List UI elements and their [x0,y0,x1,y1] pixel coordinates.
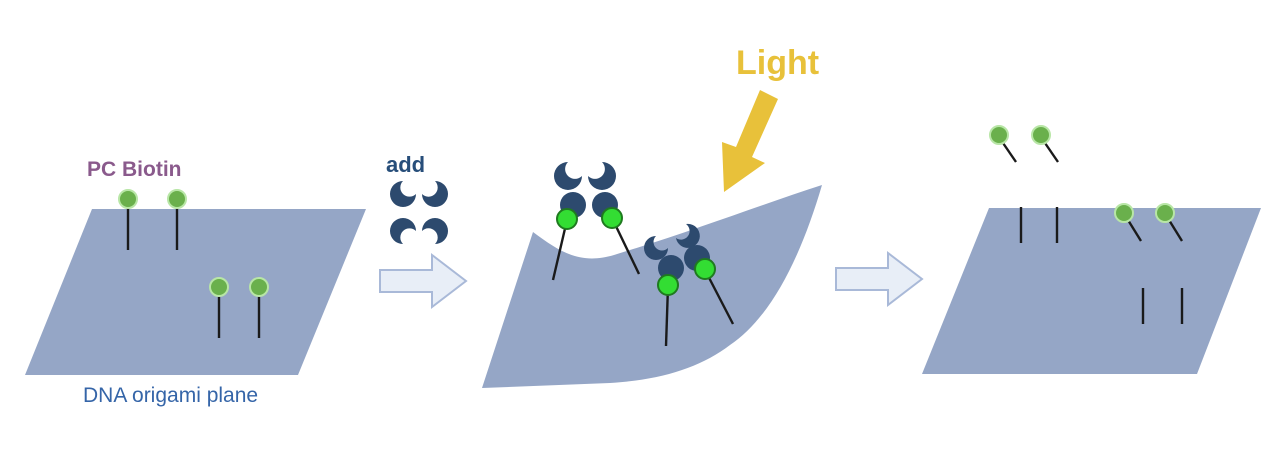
panel-initial: PC Biotin DNA origami plane [25,158,366,407]
light-arrow [722,90,778,192]
released-stem [1044,142,1059,163]
biotin-head-bound [601,207,623,229]
biotin-head [167,189,187,209]
biotin-head [989,125,1009,145]
add-streptavidin-group: add [386,152,448,244]
linker-stem [703,269,735,325]
released-stem [1167,219,1184,242]
process-arrow-1 [379,252,468,310]
biotin-head [1114,203,1134,223]
panel-binding: Light [482,44,822,388]
released-stem [1002,142,1017,163]
add-label: add [386,152,425,177]
streptavidin-subunit [390,181,416,207]
dna-origami-plane-3 [922,208,1261,374]
light-label: Light [736,44,819,82]
biotin-head-bound [694,258,716,280]
released-stem [1126,219,1143,242]
released-biotin-stems [1002,142,1184,242]
biotin-head-bound [657,274,679,296]
pc-biotin-label: PC Biotin [87,158,182,181]
released-biotin-heads [989,125,1175,223]
cleaved-stems [1019,207,1184,324]
linker-stem [664,285,670,347]
dna-origami-plane-2 [482,185,822,388]
streptavidin-subunit [554,162,582,190]
biotin-head [1155,203,1175,223]
streptavidin-subunit [644,236,668,260]
streptavidin-tetramer-2 [644,223,710,281]
linker-stem [611,219,641,275]
streptavidin-subunit [676,223,700,248]
streptavidin-subunit [422,181,448,207]
streptavidin-subunit [390,218,416,244]
pc-biotin-linkers-2 [551,219,735,347]
streptavidin-icon [390,181,448,244]
panel-after-light [922,125,1261,374]
biotin-head [1031,125,1051,145]
dna-origami-plane-1 [25,209,366,375]
biotin-head [249,277,269,297]
dna-origami-plane-label: DNA origami plane [83,384,258,407]
biotin-heads-bound [556,207,716,296]
linker-stem [551,219,569,281]
streptavidin-subunit [658,255,684,281]
streptavidin-subunit [422,218,448,244]
process-arrow-2 [835,250,924,308]
biotin-head-bound [556,208,578,230]
biotin-head [118,189,138,209]
streptavidin-subunit [588,162,616,190]
biotin-heads-1 [118,189,269,297]
pc-biotin-linkers-1 [126,207,261,338]
biotin-head [209,277,229,297]
